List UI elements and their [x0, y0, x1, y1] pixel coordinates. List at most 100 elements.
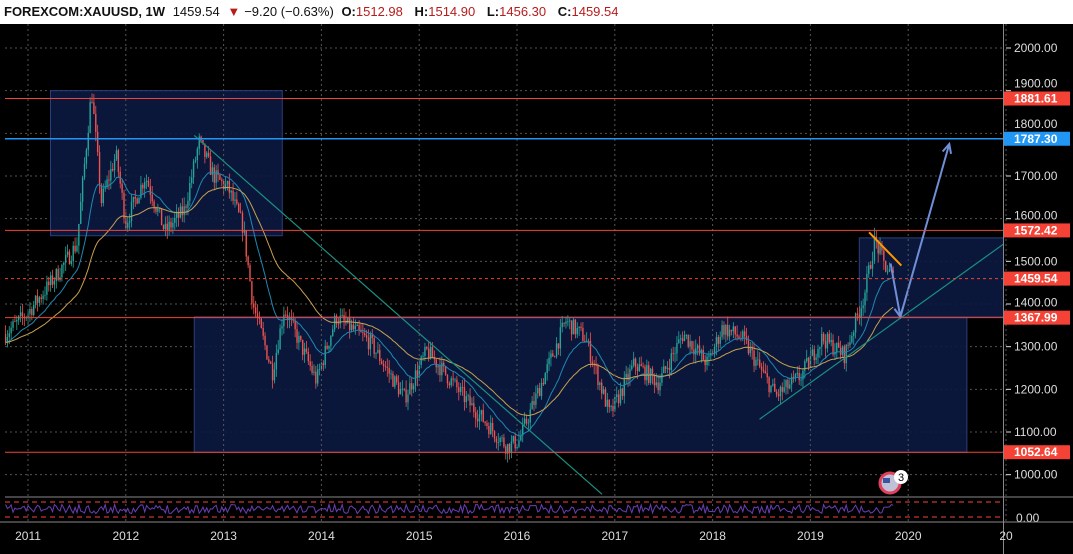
candle-body: [444, 365, 447, 375]
candle-body: [55, 269, 57, 281]
candle-body: [459, 386, 462, 393]
event-count-bubble: [894, 470, 908, 484]
candle-body: [742, 331, 744, 339]
candle-body: [486, 423, 488, 426]
x-tick-label: 2013: [210, 529, 237, 543]
candle-body: [734, 326, 736, 335]
candle-body: [728, 329, 731, 337]
candle-body: [134, 196, 136, 199]
candle-body: [348, 317, 351, 331]
candle-body: [162, 225, 165, 229]
candle-body: [61, 264, 63, 278]
candle-body: [766, 373, 768, 378]
candle-body: [441, 362, 443, 376]
candle-body: [300, 335, 302, 340]
candle-body: [439, 365, 441, 376]
candle-body: [463, 387, 466, 402]
candle-body: [847, 344, 849, 346]
candle-body: [384, 366, 387, 367]
candle-body: [858, 314, 861, 318]
candle-body: [512, 436, 515, 442]
candle-body: [125, 218, 127, 228]
zone-box: [858, 237, 1003, 318]
candle-body: [110, 169, 112, 181]
zone-box: [193, 316, 968, 453]
candle-body: [254, 307, 257, 314]
candle-body: [427, 348, 430, 359]
candle-body: [46, 281, 48, 295]
candle-body: [809, 355, 812, 368]
candle-body: [629, 369, 631, 380]
candle-body: [837, 342, 840, 348]
candle-body: [151, 194, 153, 202]
candle-body: [736, 334, 738, 337]
candle-body: [296, 329, 298, 343]
candle-body: [670, 353, 672, 370]
candle-body: [465, 396, 467, 402]
candle-body: [747, 340, 750, 354]
close-value: 1459.54: [571, 4, 619, 19]
candle-body: [508, 444, 511, 453]
candle-body: [625, 373, 627, 378]
candle-body: [527, 422, 530, 424]
candle-body: [719, 336, 721, 344]
candle-body: [100, 185, 103, 204]
x-tick-label: 2015: [406, 529, 433, 543]
candle-body: [356, 324, 358, 326]
candle-body: [332, 329, 334, 336]
candle-body: [93, 102, 95, 114]
candle-body: [661, 373, 663, 383]
candle-body: [676, 343, 678, 354]
candle-body: [589, 340, 592, 362]
candle-body: [663, 366, 665, 374]
candle-body: [503, 437, 505, 447]
candle-body: [315, 371, 317, 384]
candle-body: [298, 335, 300, 343]
candle-body: [542, 382, 545, 385]
candle-body: [74, 245, 76, 252]
candle-body: [294, 320, 296, 330]
candle-body: [130, 202, 133, 221]
y-tick-label: 1400.00: [1014, 296, 1058, 310]
candle-body: [8, 333, 10, 338]
candle-body: [877, 240, 879, 254]
candle-body: [96, 131, 99, 153]
candle-body: [213, 167, 215, 183]
candle-body: [672, 353, 674, 355]
candle-body: [335, 315, 338, 324]
x-tick-label: 2017: [601, 529, 628, 543]
candle-body: [758, 359, 761, 367]
price-chart[interactable]: 3 0.00 2000.00 1900.00 1800.00 1700.00 1600.00…: [0, 24, 1073, 554]
candle-body: [772, 383, 774, 386]
candle-body: [168, 221, 170, 231]
candle-body: [34, 295, 37, 305]
candle-body: [678, 339, 680, 344]
x-tick-label: 2019: [797, 529, 824, 543]
ema-slow-line: [5, 186, 894, 417]
ema-fast-line: [5, 171, 894, 437]
candle-body: [57, 269, 59, 281]
candle-body: [379, 349, 381, 362]
candle-body: [305, 348, 308, 352]
candle-body: [680, 338, 682, 340]
candle-body: [777, 394, 780, 397]
candle-body: [853, 332, 855, 336]
candle-body: [204, 143, 206, 157]
candle-body: [836, 342, 838, 353]
candle-body: [640, 364, 642, 367]
x-tick-label: 20: [999, 529, 1013, 543]
candle-body: [461, 386, 464, 388]
candle-body: [256, 313, 259, 319]
candle-body: [275, 353, 278, 370]
price-level-tag: [1004, 310, 1070, 325]
candle-body: [659, 382, 661, 391]
candle-body: [617, 394, 620, 404]
candle-body: [458, 387, 460, 393]
us-flag-icon[interactable]: 3: [878, 470, 908, 495]
candle-body: [830, 339, 832, 343]
candle-body: [81, 177, 84, 202]
candle-body: [794, 374, 797, 378]
candle-body: [239, 211, 242, 213]
candle-body: [535, 393, 537, 405]
candle-body: [307, 351, 310, 362]
